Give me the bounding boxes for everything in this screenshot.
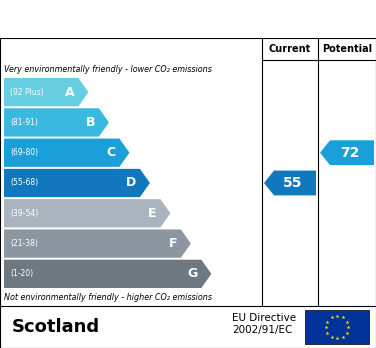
Polygon shape bbox=[320, 140, 374, 165]
Text: 72: 72 bbox=[340, 146, 360, 160]
Polygon shape bbox=[4, 199, 170, 228]
Text: A: A bbox=[65, 86, 74, 98]
Polygon shape bbox=[264, 171, 316, 196]
Polygon shape bbox=[4, 229, 191, 258]
Text: (1-20): (1-20) bbox=[10, 269, 33, 278]
Polygon shape bbox=[4, 78, 88, 106]
Text: G: G bbox=[187, 267, 197, 280]
Polygon shape bbox=[4, 139, 129, 167]
Text: Current: Current bbox=[269, 44, 311, 54]
Text: (39-54): (39-54) bbox=[10, 209, 38, 218]
Text: Not environmentally friendly - higher CO₂ emissions: Not environmentally friendly - higher CO… bbox=[4, 293, 212, 302]
Text: Environmental Impact (CO₂) Rating: Environmental Impact (CO₂) Rating bbox=[43, 11, 333, 26]
Polygon shape bbox=[4, 169, 150, 197]
Text: B: B bbox=[85, 116, 95, 129]
Text: (81-91): (81-91) bbox=[10, 118, 38, 127]
Text: E: E bbox=[148, 207, 156, 220]
Polygon shape bbox=[4, 260, 211, 288]
Text: D: D bbox=[126, 176, 136, 190]
Text: (21-38): (21-38) bbox=[10, 239, 38, 248]
Text: (92 Plus): (92 Plus) bbox=[10, 88, 44, 97]
Bar bbox=[305, 310, 369, 344]
Text: (55-68): (55-68) bbox=[10, 179, 38, 188]
Polygon shape bbox=[4, 108, 109, 136]
Text: (69-80): (69-80) bbox=[10, 148, 38, 157]
Text: Scotland: Scotland bbox=[12, 318, 100, 336]
Text: Very environmentally friendly - lower CO₂ emissions: Very environmentally friendly - lower CO… bbox=[4, 64, 212, 73]
Text: F: F bbox=[168, 237, 177, 250]
Text: 55: 55 bbox=[283, 176, 303, 190]
Text: C: C bbox=[106, 146, 115, 159]
Text: EU Directive
2002/91/EC: EU Directive 2002/91/EC bbox=[232, 313, 296, 335]
Text: Potential: Potential bbox=[322, 44, 372, 54]
